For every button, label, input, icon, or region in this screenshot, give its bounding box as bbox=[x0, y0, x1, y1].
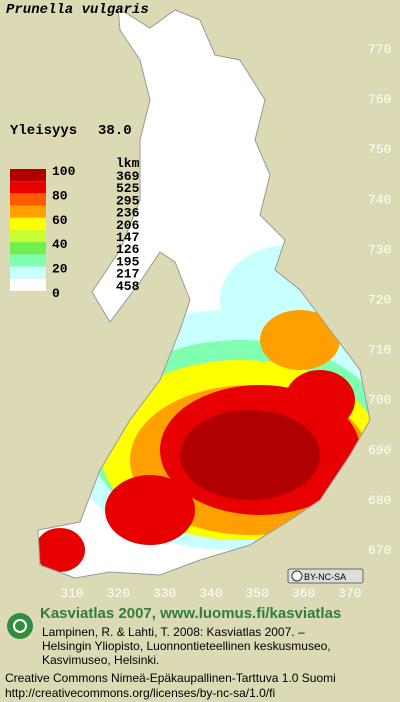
badge-text: BY-NC-SA bbox=[304, 572, 346, 582]
x-tick-label: 320 bbox=[107, 586, 130, 601]
footer-heading: Kasviatlas 2007, www.luomus.fi/kasviatla… bbox=[40, 605, 341, 622]
legend-swatch bbox=[10, 169, 46, 182]
legend-swatch bbox=[10, 242, 46, 255]
legend-count: 525 bbox=[116, 181, 140, 196]
y-tick-label: 770 bbox=[368, 42, 391, 57]
legend-count: 369 bbox=[116, 169, 140, 184]
citation-line: Kasvimuseo, Helsinki. bbox=[42, 653, 159, 667]
license-text: Creative Commons Nimeä-Epäkaupallinen-Ta… bbox=[5, 671, 336, 685]
y-tick-label: 700 bbox=[368, 393, 391, 408]
legend-count: 195 bbox=[116, 254, 140, 269]
legend-count: 458 bbox=[116, 279, 140, 294]
legend-count: 217 bbox=[116, 267, 139, 282]
citation-line: Helsingin Yliopisto, Luonnontieteellinen… bbox=[42, 639, 331, 653]
legend-count: 147 bbox=[116, 230, 139, 245]
legend-swatch bbox=[10, 278, 46, 291]
license-badge: BY-NC-SA bbox=[287, 568, 364, 584]
y-tick-label: 710 bbox=[368, 343, 391, 358]
legend-scale-label: 100 bbox=[52, 164, 76, 179]
legend-scale-label: 60 bbox=[52, 213, 68, 228]
legend-swatch bbox=[10, 230, 46, 243]
legend-swatch bbox=[10, 266, 46, 279]
legend-count: 126 bbox=[116, 242, 140, 257]
citation-line: Lampinen, R. & Lahti, T. 2008: Kasviatla… bbox=[42, 625, 305, 639]
y-tick-label: 750 bbox=[368, 142, 391, 157]
species-title: Prunella vulgaris bbox=[6, 2, 149, 18]
legend-swatch bbox=[10, 205, 46, 218]
legend-scale-label: 40 bbox=[52, 237, 68, 252]
axis-ticks: 770 760 750 740 730 720 710 700 690 680 670 310 320 3… bbox=[60, 42, 391, 601]
legend-count: 206 bbox=[116, 218, 140, 233]
legend-scale-label: 20 bbox=[52, 262, 68, 277]
y-tick-label: 680 bbox=[368, 493, 391, 508]
y-tick-label: 720 bbox=[368, 293, 391, 308]
legend-scale-label: 80 bbox=[52, 188, 68, 203]
y-tick-label: 670 bbox=[368, 543, 391, 558]
y-tick-label: 690 bbox=[368, 443, 391, 458]
x-tick-label: 330 bbox=[153, 586, 176, 601]
x-tick-label: 340 bbox=[199, 586, 222, 601]
x-tick-label: 350 bbox=[245, 586, 268, 601]
logo bbox=[7, 613, 33, 639]
x-tick-label: 310 bbox=[60, 586, 83, 601]
legend-swatch bbox=[10, 181, 46, 194]
map bbox=[37, 7, 371, 579]
legend-scale-label: 0 bbox=[52, 286, 60, 301]
y-tick-label: 730 bbox=[368, 242, 391, 257]
x-tick-label: 360 bbox=[292, 586, 315, 601]
legend-swatch bbox=[10, 193, 46, 206]
legend-swatch bbox=[10, 217, 46, 230]
x-tick-label: 370 bbox=[338, 586, 361, 601]
legend-header: lkm bbox=[116, 156, 140, 171]
legend-swatch bbox=[10, 254, 46, 267]
frequency-label: Yleisyys bbox=[10, 123, 77, 139]
legend-count: 236 bbox=[116, 206, 140, 221]
license-url: http://creativecommons.org/licenses/by-n… bbox=[5, 686, 275, 700]
legend-count: 295 bbox=[116, 193, 140, 208]
frequency-value: 38.0 bbox=[98, 123, 132, 139]
y-tick-label: 760 bbox=[368, 92, 391, 107]
y-tick-label: 740 bbox=[368, 192, 391, 207]
border bbox=[37, 7, 371, 579]
